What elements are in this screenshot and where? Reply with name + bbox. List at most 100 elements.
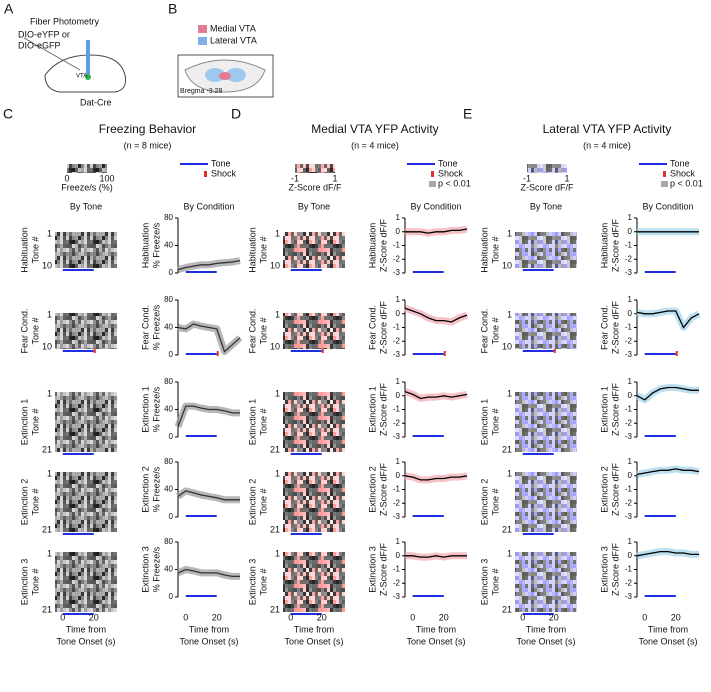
- row-label: Habituation: [479, 227, 489, 273]
- trace: [404, 475, 468, 481]
- heatmap: [283, 232, 345, 268]
- row-label: Habituation: [140, 223, 150, 269]
- colorbar-label: Z-Score dF/F: [288, 182, 342, 192]
- row-label: Habituation: [247, 227, 257, 273]
- trace-band: [405, 225, 468, 237]
- y-tick-label: 1: [396, 377, 401, 386]
- y-axis-label: % Freeze/s: [151, 304, 161, 350]
- row-label: Tone #: [258, 317, 268, 344]
- y-tick-label: -1: [393, 323, 401, 332]
- y-tick-label: 1: [628, 537, 633, 546]
- heatmap: [515, 392, 577, 452]
- y-tick-label: -1: [625, 405, 633, 414]
- tick-label: 1: [47, 468, 52, 478]
- y-axis-label: Z-Score dF/F: [610, 300, 620, 354]
- tick-label: 1: [275, 468, 280, 478]
- tick-label: 10: [42, 341, 52, 351]
- y-tick-label: -1: [625, 565, 633, 574]
- label: VTA: [76, 74, 87, 80]
- x-axis-label: Tone Onset (s): [284, 636, 343, 646]
- x-tick-label: 20: [212, 612, 222, 622]
- tick-label: 21: [270, 524, 280, 534]
- y-tick-label: 1: [628, 457, 633, 466]
- tick-label: 1: [275, 309, 280, 319]
- legend-key: [663, 171, 666, 177]
- y-tick-label: 0: [396, 391, 401, 400]
- legend-label: Tone: [211, 158, 231, 168]
- y-axis-label: Z-Score dF/F: [610, 218, 620, 272]
- y-tick-label: 0: [628, 309, 633, 318]
- y-tick-label: -1: [393, 565, 401, 574]
- y-tick-label: 1: [628, 377, 633, 386]
- y-tick-label: -2: [393, 254, 401, 263]
- y-tick-label: 0: [169, 350, 174, 359]
- tick-label: 10: [502, 341, 512, 351]
- heatmap: [55, 313, 117, 349]
- row-label: Extinction 1: [19, 399, 29, 446]
- tick-label: 21: [502, 524, 512, 534]
- y-tick-label: -3: [393, 350, 401, 359]
- legend-key: [204, 171, 207, 177]
- trace: [404, 307, 468, 323]
- x-axis-label: Tone Onset (s): [406, 636, 465, 646]
- trace: [177, 490, 240, 501]
- x-axis-label: Time from: [294, 624, 334, 634]
- y-tick-label: 80: [164, 537, 173, 546]
- subtitle: (n = 8 mice): [124, 140, 172, 150]
- y-tick-label: 1: [396, 213, 401, 222]
- row-label: Extinction 3: [19, 559, 29, 606]
- tick-label: 21: [42, 524, 52, 534]
- y-tick-label: -2: [393, 498, 401, 507]
- shock-marker: [93, 349, 96, 353]
- y-axis-label: Z-Score dF/F: [378, 382, 388, 436]
- y-tick-label: -2: [625, 498, 633, 507]
- row-label: Tone #: [258, 236, 268, 263]
- y-tick-label: 80: [164, 295, 173, 304]
- row-label: Tone #: [30, 408, 40, 435]
- trace: [636, 550, 699, 557]
- trace: [636, 310, 700, 329]
- row-label: Tone #: [490, 408, 500, 435]
- y-tick-label: 0: [169, 268, 174, 277]
- y-tick-label: 0: [169, 592, 174, 601]
- colorbar: [295, 164, 335, 173]
- trace-band: [175, 487, 240, 504]
- subplot-title: By Condition: [642, 201, 693, 211]
- row-label: Extinction 3: [599, 546, 609, 593]
- x-axis-label: Tone Onset (s): [638, 636, 697, 646]
- y-tick-label: 40: [164, 485, 173, 494]
- heatmap: [55, 232, 117, 268]
- row-label: Tone #: [30, 317, 40, 344]
- heatmap: [515, 472, 577, 532]
- y-axis-label: Z-Score dF/F: [378, 462, 388, 516]
- column-title: Freezing Behavior: [99, 122, 196, 136]
- label: Lateral VTA: [210, 35, 257, 45]
- shock-marker: [443, 351, 446, 356]
- colorbar-tick: 100: [99, 173, 114, 183]
- heatmap: [283, 313, 345, 349]
- row-label: Tone #: [30, 488, 40, 515]
- trace: [405, 555, 467, 558]
- row-label: Tone #: [258, 568, 268, 595]
- heatmap: [55, 472, 117, 532]
- x-tick-label: 0: [60, 612, 65, 622]
- tick-label: 1: [47, 388, 52, 398]
- x-axis-label: Time from: [189, 624, 229, 634]
- y-axis-label: Z-Score dF/F: [610, 382, 620, 436]
- y-tick-label: -1: [625, 485, 633, 494]
- subtitle: (n = 4 mice): [351, 140, 399, 150]
- row-label: Tone #: [490, 488, 500, 515]
- trace: [405, 228, 468, 234]
- legend-key: [431, 171, 434, 177]
- x-axis-label: Tone Onset (s): [516, 636, 575, 646]
- row-label: Habituation: [19, 227, 29, 273]
- x-tick-label: 0: [288, 612, 293, 622]
- y-axis-label: % Freeze/s: [151, 546, 161, 592]
- row-label: Fear Cond.: [479, 308, 489, 353]
- y-tick-label: 1: [396, 537, 401, 546]
- y-tick-label: -2: [393, 418, 401, 427]
- panel-letter: A: [4, 1, 14, 17]
- x-tick-label: 0: [183, 612, 188, 622]
- legend-label: Shock: [670, 168, 696, 178]
- tick-label: 1: [507, 228, 512, 238]
